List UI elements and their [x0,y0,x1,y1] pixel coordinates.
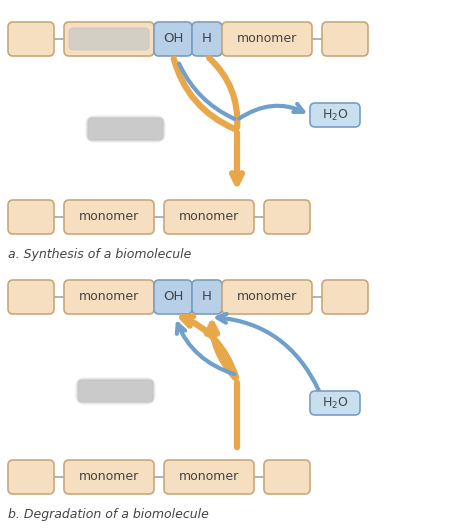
FancyBboxPatch shape [310,103,360,127]
Text: b. Degradation of a biomolecule: b. Degradation of a biomolecule [8,508,209,521]
Text: monomer: monomer [237,33,297,45]
FancyBboxPatch shape [154,280,192,314]
FancyBboxPatch shape [69,28,149,50]
FancyBboxPatch shape [67,26,151,52]
Text: OH: OH [163,33,183,45]
FancyBboxPatch shape [77,379,154,403]
FancyBboxPatch shape [86,117,164,142]
FancyBboxPatch shape [164,200,254,234]
FancyBboxPatch shape [88,118,163,140]
FancyBboxPatch shape [67,26,151,52]
FancyBboxPatch shape [68,27,150,51]
Text: monomer: monomer [179,211,239,223]
FancyBboxPatch shape [154,22,192,56]
Text: H: H [202,33,212,45]
FancyBboxPatch shape [88,118,163,140]
FancyBboxPatch shape [322,280,368,314]
FancyBboxPatch shape [192,280,222,314]
Text: a. Synthesis of a biomolecule: a. Synthesis of a biomolecule [8,248,191,261]
FancyBboxPatch shape [8,280,54,314]
Text: $\mathregular{H_2O}$: $\mathregular{H_2O}$ [322,108,348,122]
FancyBboxPatch shape [69,28,149,50]
FancyBboxPatch shape [64,200,154,234]
FancyBboxPatch shape [310,391,360,415]
Text: H: H [202,290,212,304]
FancyBboxPatch shape [78,380,153,402]
FancyBboxPatch shape [322,22,368,56]
FancyBboxPatch shape [64,22,154,56]
FancyBboxPatch shape [264,460,310,494]
Text: monomer: monomer [237,290,297,304]
FancyBboxPatch shape [192,22,222,56]
FancyBboxPatch shape [222,22,312,56]
Text: monomer: monomer [79,290,139,304]
Text: monomer: monomer [79,470,139,484]
FancyBboxPatch shape [64,460,154,494]
FancyBboxPatch shape [87,117,164,141]
Text: OH: OH [163,290,183,304]
FancyBboxPatch shape [75,377,156,405]
FancyBboxPatch shape [8,22,54,56]
FancyBboxPatch shape [222,280,312,314]
Text: $\mathregular{H_2O}$: $\mathregular{H_2O}$ [322,395,348,411]
FancyBboxPatch shape [76,378,155,404]
FancyBboxPatch shape [164,460,254,494]
FancyBboxPatch shape [8,200,54,234]
FancyBboxPatch shape [78,380,153,402]
FancyBboxPatch shape [264,200,310,234]
FancyBboxPatch shape [8,460,54,494]
FancyBboxPatch shape [64,280,154,314]
FancyBboxPatch shape [66,25,152,53]
FancyBboxPatch shape [85,115,166,143]
FancyBboxPatch shape [76,379,155,403]
Text: monomer: monomer [179,470,239,484]
Text: monomer: monomer [79,211,139,223]
FancyBboxPatch shape [86,116,165,142]
